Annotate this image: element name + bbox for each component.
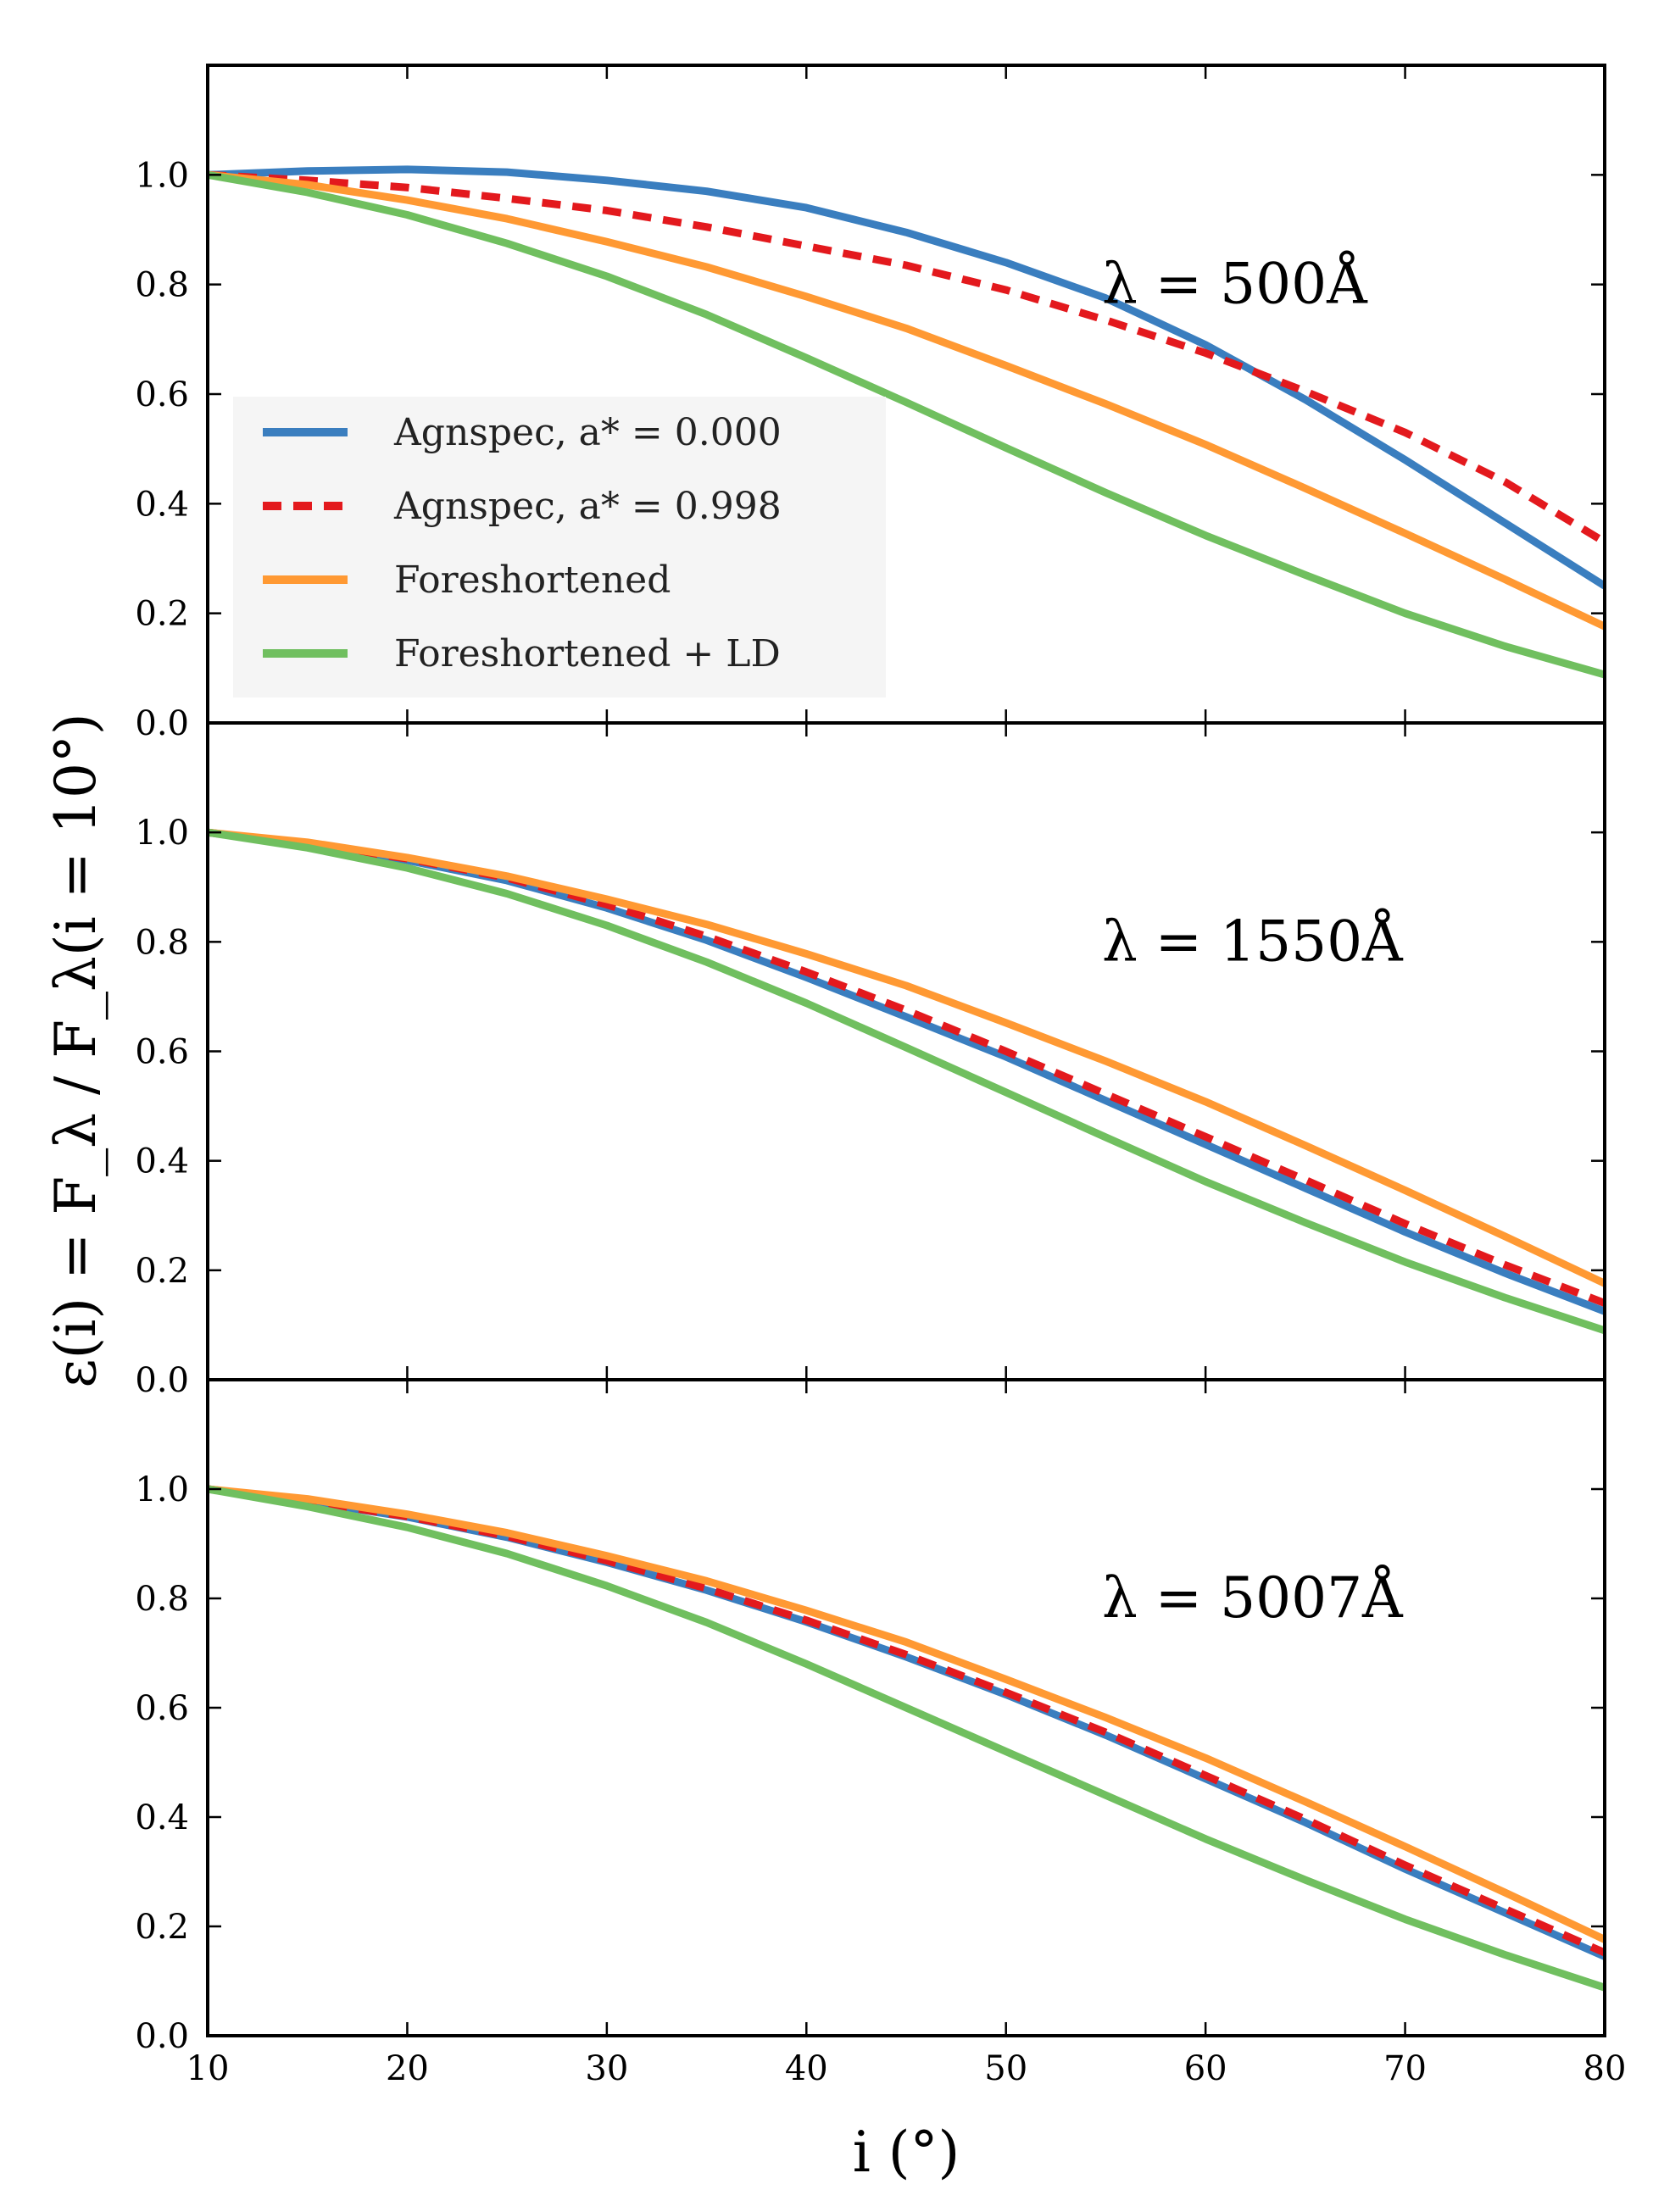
series-line: [208, 170, 1605, 679]
y-tick-label: 0.8: [135, 266, 189, 305]
panel-1: 0.0 0.2 0.4 0.6 0.8 1.0 λ = 500Å: [135, 64, 1606, 743]
x-tick-label: 40: [785, 2049, 828, 2088]
wavelength-annotation: λ = 500Å: [1102, 252, 1368, 317]
x-tick-label: 20: [386, 2049, 429, 2088]
series-line: [208, 1485, 1605, 1957]
panel-3: 0.0 0.2 0.4 0.6 0.8 1.0 10 20 30 40 50 60 70 80 λ = 50…: [135, 1378, 1627, 2088]
x-tick-label: 10: [186, 2049, 230, 2088]
series-line: [208, 828, 1605, 1307]
series-line: [208, 170, 1605, 546]
y-tick-label: 1.0: [135, 156, 189, 195]
series-line: [208, 165, 1605, 590]
wavelength-annotation: λ = 1550Å: [1102, 909, 1404, 974]
legend-label: Agnspec, a* = 0.998: [393, 485, 782, 528]
y-tick-label: 0.2: [135, 1252, 189, 1291]
y-tick-label: 0.4: [135, 1798, 189, 1837]
y-tick-label: 1.0: [135, 814, 189, 853]
y-tick-label: 0.6: [135, 375, 189, 414]
x-tick-label: 60: [1184, 2049, 1227, 2088]
legend-label: Foreshortened: [394, 559, 671, 602]
y-tick-label: 0.0: [135, 1361, 189, 1400]
series-line: [208, 828, 1605, 1335]
x-tick-label: 30: [585, 2049, 628, 2088]
y-tick-label: 0.0: [135, 704, 189, 743]
y-tick-label: 0.6: [135, 1689, 189, 1728]
series-line: [208, 828, 1605, 1315]
series-line: [208, 170, 1605, 631]
x-tick-label: 80: [1583, 2049, 1627, 2088]
y-tick-label: 0.6: [135, 1033, 189, 1072]
legend-label: Foreshortened + LD: [394, 632, 781, 675]
y-tick-label: 0.8: [135, 1580, 189, 1619]
series-line: [208, 1485, 1605, 1943]
y-tick-label: 0.0: [135, 2017, 189, 2056]
y-tick-label: 0.8: [135, 923, 189, 962]
y-axis-label: ε(i) = F_λ / F_λ(i = 10°): [43, 713, 109, 1387]
y-tick-label: 1.0: [135, 1470, 189, 1509]
panel-2: 0.0 0.2 0.4 0.6 0.8 1.0 λ = 1550Å: [135, 721, 1606, 1400]
y-tick-label: 0.2: [135, 595, 189, 634]
legend-box: [233, 397, 886, 698]
series-line: [208, 1485, 1605, 1992]
x-tick-label: 50: [984, 2049, 1027, 2088]
series-line: [208, 828, 1605, 1287]
y-tick-label: 0.4: [135, 485, 189, 524]
y-tick-label: 0.2: [135, 1908, 189, 1947]
x-tick-label: 70: [1383, 2049, 1427, 2088]
legend-label: Agnspec, a* = 0.000: [393, 411, 782, 454]
legend: Agnspec, a* = 0.000 Agnspec, a* = 0.998 Fo…: [233, 397, 886, 698]
series-line: [208, 1485, 1605, 1960]
y-tick-label: 0.4: [135, 1142, 189, 1181]
x-axis-label: i (°): [853, 2120, 960, 2185]
wavelength-annotation: λ = 5007Å: [1102, 1565, 1404, 1631]
